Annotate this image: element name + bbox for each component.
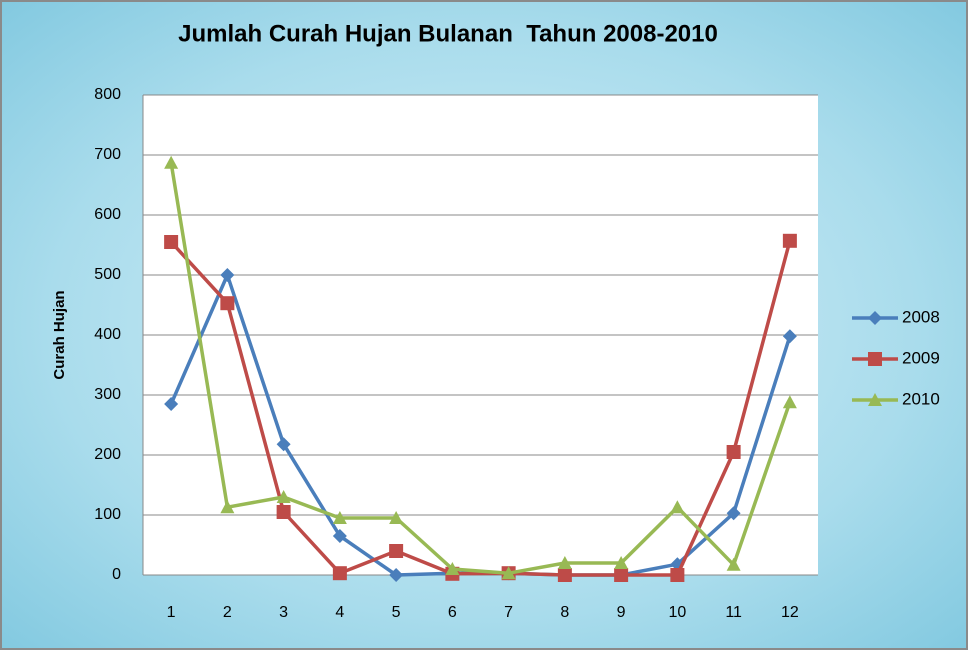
x-tick-label: 5 [392,604,401,621]
marker [782,395,797,409]
marker [332,511,347,524]
marker [868,352,882,366]
chart-title: Jumlah Curah Hujan Bulanan Tahun 2008-20… [178,20,718,47]
legend-label: 2008 [902,307,940,326]
marker [868,311,882,325]
marker [276,437,291,452]
x-tick-label: 12 [781,604,799,621]
x-tick-label: 10 [668,604,686,621]
y-tick-label: 100 [94,506,121,523]
y-tick-label: 200 [94,446,121,463]
marker [332,529,347,543]
marker [164,155,179,169]
marker [276,505,291,519]
marker [614,568,629,582]
marker [445,562,460,575]
marker [670,568,685,582]
y-axis-label: Curah Hujan [51,290,68,379]
marker [389,544,404,558]
marker [557,556,572,569]
y-tick-label: 600 [94,206,121,223]
marker [164,397,179,411]
x-tick-label: 9 [617,604,626,621]
x-tick-label: 3 [279,604,288,621]
marker [670,500,685,514]
marker [614,556,629,569]
marker [164,235,179,249]
marker [389,568,404,582]
marker [726,506,741,521]
y-tick-label: 300 [94,386,121,403]
x-tick-label: 1 [167,604,176,621]
legend-label: 2010 [902,389,940,408]
marker [501,566,516,580]
y-tick-label: 800 [94,86,121,103]
x-tick-label: 11 [725,604,742,621]
y-tick-label: 500 [94,266,121,283]
marker [220,500,235,514]
marker [782,233,797,248]
x-tick-label: 8 [560,604,569,621]
marker [782,329,797,344]
x-tick-label: 6 [448,604,457,621]
series-line [169,162,792,575]
x-tick-label: 2 [223,604,232,621]
marker [220,296,235,311]
marker [276,490,291,503]
marker [220,268,235,282]
y-tick-label: 700 [94,146,121,163]
marker [726,445,741,459]
marker [726,557,741,571]
y-tick-label: 400 [94,326,121,343]
series-line [169,240,792,577]
marker [332,566,347,581]
marker [868,393,882,406]
x-tick-label: 4 [335,604,344,621]
marker [557,568,572,582]
marker [389,511,404,524]
legend-label: 2009 [902,348,940,367]
y-tick-label: 0 [112,566,121,583]
x-tick-label: 7 [504,604,513,621]
